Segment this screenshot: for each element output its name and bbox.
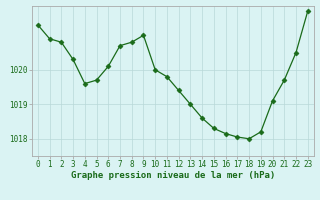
X-axis label: Graphe pression niveau de la mer (hPa): Graphe pression niveau de la mer (hPa) <box>71 171 275 180</box>
